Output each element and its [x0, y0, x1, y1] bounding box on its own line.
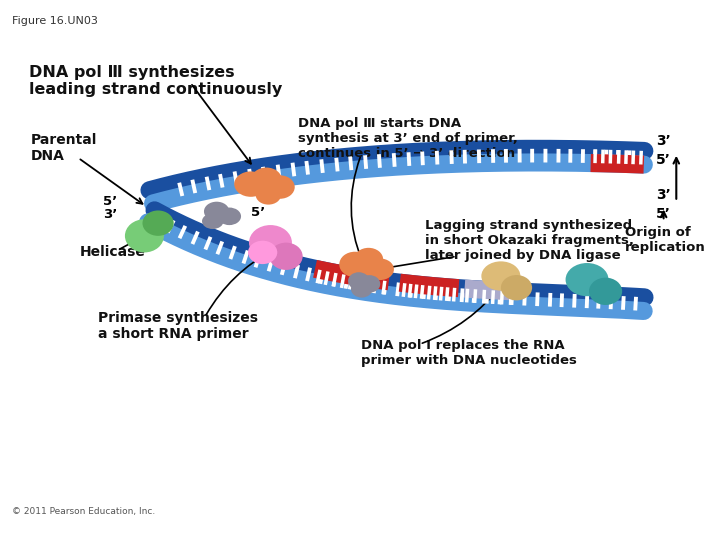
Text: DNA pol Ⅲ synthesizes
leading strand continuously: DNA pol Ⅲ synthesizes leading strand con…: [30, 65, 282, 97]
Text: 5’: 5’: [103, 195, 117, 208]
Ellipse shape: [125, 219, 164, 252]
Text: Helicase: Helicase: [80, 246, 146, 259]
Ellipse shape: [248, 241, 277, 264]
Ellipse shape: [339, 252, 371, 277]
Ellipse shape: [354, 266, 379, 286]
Ellipse shape: [566, 263, 608, 296]
Ellipse shape: [351, 280, 372, 298]
Ellipse shape: [482, 261, 521, 291]
Text: © 2011 Pearson Education, Inc.: © 2011 Pearson Education, Inc.: [12, 507, 155, 516]
Ellipse shape: [266, 176, 294, 199]
Ellipse shape: [366, 259, 394, 280]
Ellipse shape: [251, 167, 282, 193]
Ellipse shape: [501, 275, 532, 300]
Text: 3’: 3’: [656, 134, 670, 148]
Text: 3’: 3’: [103, 208, 117, 221]
Ellipse shape: [359, 275, 380, 293]
Text: Parental
DNA: Parental DNA: [31, 133, 98, 163]
Text: 3’: 3’: [656, 188, 670, 201]
Text: Lagging strand synthesized
in short Okazaki fragments,
later joined by DNA ligas: Lagging strand synthesized in short Okaz…: [425, 219, 634, 262]
Ellipse shape: [348, 272, 369, 290]
Ellipse shape: [234, 171, 267, 197]
Ellipse shape: [269, 242, 302, 270]
Text: Primase synthesizes
a short RNA primer: Primase synthesizes a short RNA primer: [98, 310, 258, 341]
Ellipse shape: [204, 201, 230, 221]
PathPatch shape: [148, 210, 644, 311]
Text: 5’: 5’: [251, 206, 266, 219]
Text: DNA pol I replaces the RNA
primer with DNA nucleotides: DNA pol I replaces the RNA primer with D…: [361, 339, 577, 367]
Text: Figure 16.UN03: Figure 16.UN03: [12, 16, 98, 26]
Ellipse shape: [589, 278, 622, 305]
Text: Origin of
replication: Origin of replication: [624, 226, 706, 254]
Ellipse shape: [217, 207, 241, 225]
Ellipse shape: [249, 225, 292, 260]
Text: 5’: 5’: [656, 153, 670, 167]
Text: 5’: 5’: [656, 207, 670, 220]
Ellipse shape: [256, 185, 281, 205]
Ellipse shape: [202, 213, 223, 229]
Ellipse shape: [354, 248, 383, 271]
Text: DNA pol Ⅲ starts DNA
synthesis at 3’ end of primer,
continues in 5’ → 3’ directi: DNA pol Ⅲ starts DNA synthesis at 3’ end…: [297, 117, 518, 160]
PathPatch shape: [150, 149, 644, 204]
Ellipse shape: [143, 211, 174, 236]
